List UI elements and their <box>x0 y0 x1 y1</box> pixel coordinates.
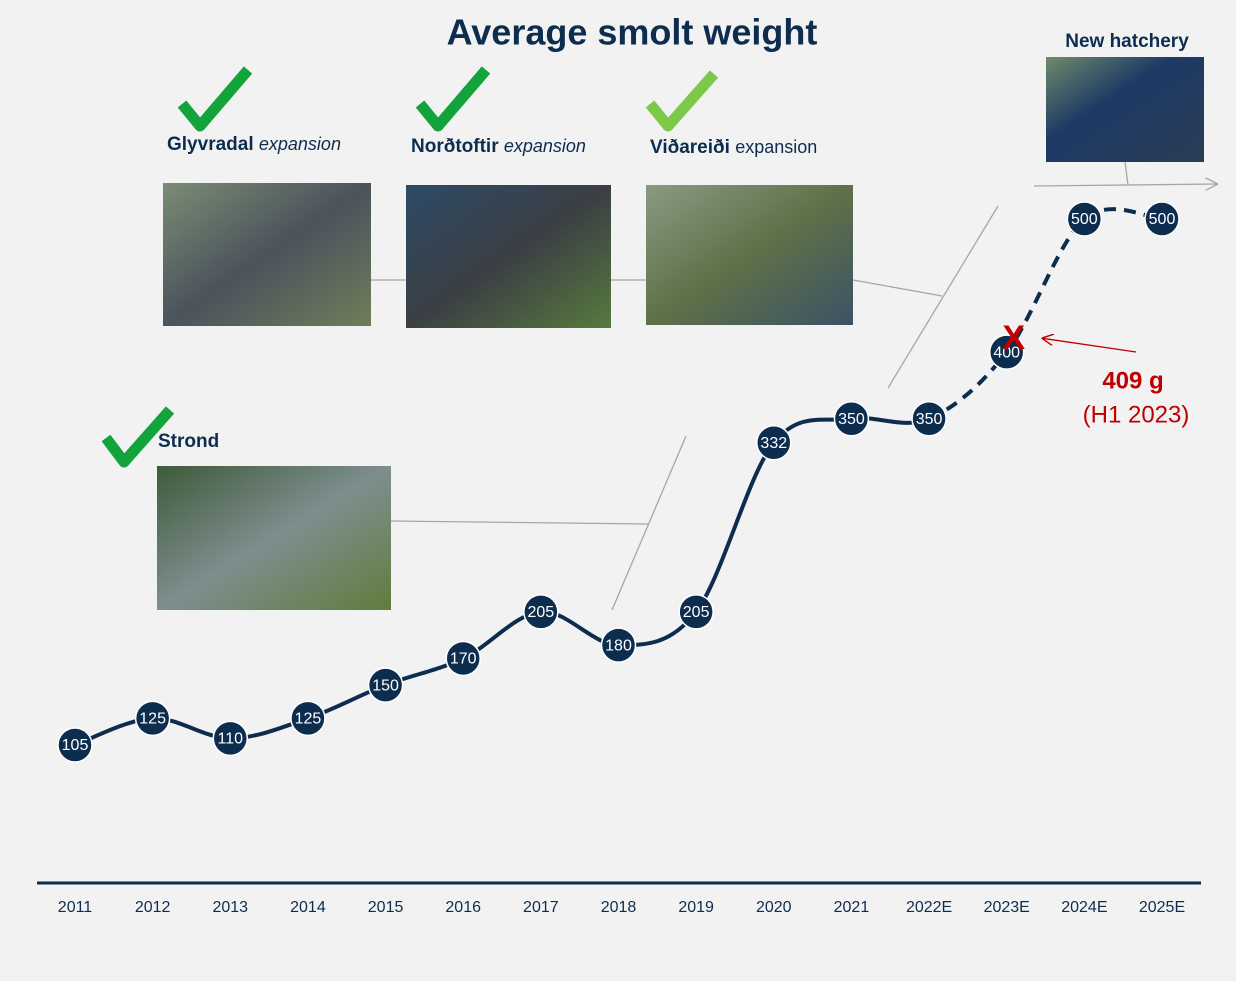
x-tick-label: 2013 <box>212 899 248 916</box>
value-label: 170 <box>450 651 477 668</box>
x-tick-label: 2023E <box>984 899 1030 916</box>
value-label: 125 <box>295 711 322 728</box>
x-tick-label: 2012 <box>135 899 171 916</box>
chart: Average smolt weight Glyvradal expansion… <box>0 0 1236 981</box>
milestone-label: Glyvradal expansion <box>167 134 341 155</box>
x-tick-label: 2015 <box>368 899 404 916</box>
x-tick-label: 2020 <box>756 899 792 916</box>
value-label: 110 <box>218 731 244 748</box>
x-tick-label: 2019 <box>678 899 714 916</box>
annotation-marker: X <box>1002 319 1025 357</box>
value-label: 332 <box>760 435 787 452</box>
x-tick-label: 2014 <box>290 899 326 916</box>
value-label: 125 <box>139 711 166 728</box>
milestone-label: New hatchery <box>1065 31 1189 52</box>
value-label: 350 <box>916 411 943 428</box>
x-tick-label: 2025E <box>1139 899 1185 916</box>
x-tick-label: 2017 <box>523 899 559 916</box>
value-label: 205 <box>528 604 555 621</box>
x-tick-label: 2011 <box>58 899 93 916</box>
chart-title: Average smolt weight <box>447 12 818 53</box>
value-label: 150 <box>372 677 399 694</box>
value-label: 180 <box>605 637 632 654</box>
x-tick-label: 2018 <box>601 899 637 916</box>
value-label: 205 <box>683 604 710 621</box>
photo <box>157 466 391 610</box>
value-label: 105 <box>62 737 89 754</box>
photo <box>646 185 853 325</box>
x-tick-label: 2016 <box>445 899 481 916</box>
annotation-sublabel: (H1 2023) <box>1083 401 1190 428</box>
value-label: 350 <box>838 411 865 428</box>
annotation-label: 409 g <box>1102 367 1163 394</box>
milestone-label: Strond <box>158 431 219 452</box>
x-tick-label: 2024E <box>1061 899 1107 916</box>
milestone-label: Norðtoftir expansion <box>411 136 586 157</box>
photo <box>163 183 371 326</box>
value-label: 500 <box>1071 211 1098 228</box>
milestone-label: Viðareiði expansion <box>650 137 817 158</box>
x-tick-label: 2022E <box>906 899 952 916</box>
value-label: 500 <box>1149 211 1176 228</box>
photo <box>406 185 611 328</box>
x-tick-label: 2021 <box>834 899 870 916</box>
photo <box>1046 57 1204 162</box>
